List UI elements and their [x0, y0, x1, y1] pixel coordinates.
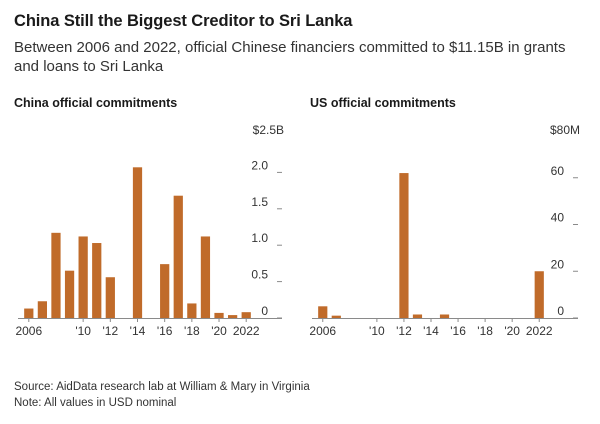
us-x-tick-label: '12 — [396, 324, 412, 338]
china-x-tick-label: '20 — [211, 324, 227, 338]
china-x-tick-label: '12 — [103, 324, 119, 338]
china-commitments-chart: 0 0.5 1.0 1.5 2.0 $2.5B 2006 '10 '12 '14 '16 '18 '20… — [15, 123, 284, 338]
china-bar-2022 — [241, 312, 251, 318]
us-y-tick-label: 0 — [557, 304, 564, 318]
china-bar-2019 — [200, 236, 211, 318]
china-bar-2008 — [51, 232, 61, 318]
us-y-tick-label: 60 — [551, 164, 565, 178]
us-x-tick-label: '14 — [423, 324, 439, 338]
us-chart-title: US official commitments — [310, 96, 456, 110]
us-x-tick-label: '20 — [504, 324, 520, 338]
values-note: Note: All values in USD nominal — [14, 397, 177, 409]
china-y-tick-label: 0.5 — [251, 268, 268, 282]
us-x-tick-label: '10 — [369, 324, 385, 338]
china-x-tick-label: '16 — [157, 324, 173, 338]
china-bar-2014 — [132, 167, 143, 318]
us-y-tick-label: 40 — [551, 211, 565, 225]
china-bar-2020 — [214, 312, 224, 318]
china-x-tick-label: '10 — [75, 324, 91, 338]
chart-subtitle: Between 2006 and 2022, official Chinese … — [14, 39, 566, 75]
china-bar-2017 — [173, 195, 183, 318]
us-unit-label: $80M — [550, 123, 580, 137]
us-bar-2012 — [399, 173, 409, 318]
us-bar-2022 — [534, 271, 544, 318]
china-bar-2009 — [64, 270, 75, 318]
source-note: Source: AidData research lab at William … — [14, 381, 310, 393]
china-bar-2018 — [187, 303, 197, 318]
china-bar-2010 — [78, 236, 88, 318]
china-y-tick-label: 1.5 — [251, 195, 268, 209]
us-bar-2013 — [412, 314, 423, 318]
china-y-tick-label: 0 — [261, 304, 268, 318]
us-bar-2006 — [318, 306, 328, 318]
us-bar-2015 — [439, 314, 450, 318]
china-y-tick-label: 2.0 — [251, 158, 268, 172]
china-x-tick-label: 2006 — [15, 324, 42, 338]
us-y-tick-label: 20 — [551, 257, 565, 271]
us-x-tick-label: '18 — [477, 324, 493, 338]
us-commitments-chart: 0 20 40 60 $80M 2006 '10 '12 '14 '16 '18 '20 2022 — [309, 123, 580, 338]
china-x-tick-label: '14 — [130, 324, 146, 338]
china-bar-2007 — [37, 301, 47, 318]
china-y-tick-label: 1.0 — [251, 231, 268, 245]
china-chart-title: China official commitments — [14, 96, 178, 110]
china-x-tick-label: '18 — [184, 324, 200, 338]
china-bar-2006 — [24, 308, 34, 318]
china-bar-2016 — [160, 264, 170, 318]
us-x-tick-label: '16 — [450, 324, 466, 338]
us-x-tick-label: 2022 — [526, 324, 553, 338]
us-bar-2007 — [331, 315, 341, 318]
china-bar-2012 — [105, 277, 115, 318]
china-x-tick-label: 2022 — [233, 324, 260, 338]
china-unit-label: $2.5B — [253, 123, 284, 137]
chart-title-main: China Still the Biggest Creditor to Sri … — [14, 12, 353, 30]
us-x-tick-label: 2006 — [309, 324, 336, 338]
china-bar-2011 — [92, 243, 102, 318]
china-bar-2021 — [228, 315, 238, 318]
